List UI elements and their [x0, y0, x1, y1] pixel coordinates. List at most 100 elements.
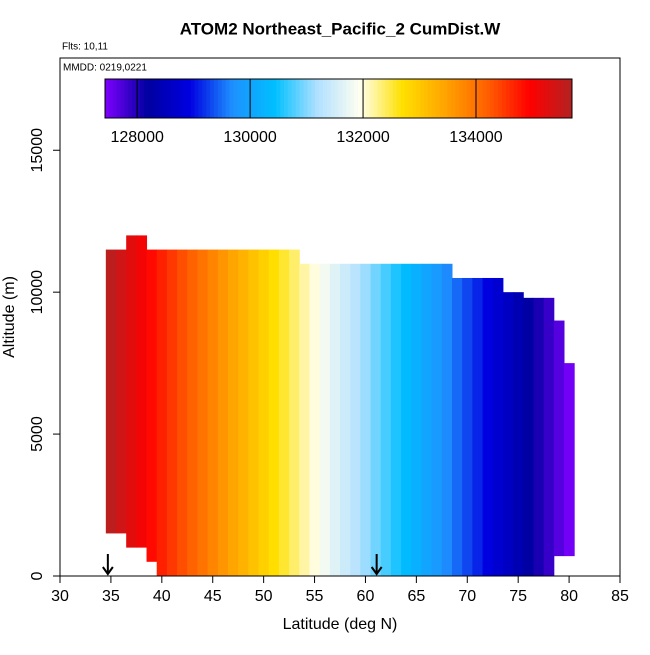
x-tick-label: 45	[204, 588, 222, 605]
heat-cell	[228, 249, 239, 576]
heat-cell	[217, 249, 229, 576]
y-tick-label: 10000	[29, 270, 46, 315]
annotation: MMDD: 0219,0221	[63, 63, 147, 74]
heat-cell	[197, 249, 209, 576]
x-tick-label: 35	[102, 588, 120, 605]
colorbar-swatch	[424, 79, 429, 118]
colorbar-swatch	[540, 79, 546, 118]
colorbar-swatch	[365, 79, 371, 118]
colorbar-swatch	[128, 79, 133, 118]
heat-cell	[289, 249, 300, 576]
colorbar-swatch	[237, 79, 242, 118]
colorbar-swatch	[412, 79, 417, 118]
heat-cell	[166, 249, 178, 576]
heat-cell	[543, 297, 555, 576]
heat-cell	[340, 263, 351, 576]
colorbar-swatch	[272, 79, 277, 118]
heat-cell	[502, 292, 514, 576]
heat-cell	[177, 249, 188, 576]
plot-frame	[59, 57, 621, 577]
colorbar-swatch	[213, 79, 219, 118]
colorbar-swatch	[315, 79, 320, 118]
colorbar-swatch	[509, 79, 515, 118]
x-tick-label: 40	[153, 588, 171, 605]
annotation: Flts: 10,11	[62, 42, 108, 53]
colorbar-swatch	[482, 79, 487, 118]
heat-cell	[278, 249, 290, 576]
colorbar-swatch	[295, 79, 301, 118]
heat-cell	[309, 263, 321, 576]
colorbar-swatch	[396, 79, 402, 118]
colorbar-swatch	[478, 79, 483, 118]
colorbar-swatch	[556, 79, 561, 118]
heat-cell	[207, 249, 219, 576]
heat-cell	[329, 263, 341, 576]
colorbar-swatch	[369, 79, 375, 118]
colorbar-swatch	[124, 79, 129, 118]
colorbar-swatch	[178, 79, 184, 118]
colorbar-swatch	[459, 79, 464, 118]
y-axis-label: Altitude (m)	[1, 276, 18, 358]
heat-cell	[482, 277, 494, 576]
colorbar-swatch	[416, 79, 421, 118]
colorbar-swatch	[256, 79, 262, 118]
colorbar-swatch	[498, 79, 503, 118]
heat-cell	[187, 249, 198, 576]
colorbar-swatch	[319, 79, 324, 118]
colorbar-swatch	[260, 79, 266, 118]
heat-cell	[126, 235, 137, 548]
colorbar-swatch	[385, 79, 390, 118]
colorbar-swatch	[342, 79, 347, 118]
colorbar-swatch	[194, 79, 199, 118]
colorbar-swatch	[544, 79, 550, 118]
colorbar-swatch	[108, 79, 114, 118]
colorbar-swatch	[346, 79, 351, 118]
colorbar-swatch	[311, 79, 316, 118]
heat-cell	[136, 235, 148, 548]
colorbar-swatch	[182, 79, 188, 118]
heat-cell	[238, 249, 249, 576]
x-tick-label: 55	[306, 588, 324, 605]
colorbar-swatch	[136, 79, 141, 118]
heat-cell	[553, 320, 565, 557]
heat-cell	[105, 249, 117, 534]
marker-arrow-head	[102, 566, 114, 576]
colorbar-swatch	[517, 79, 522, 118]
colorbar-swatch	[307, 79, 312, 118]
colorbar-swatch	[431, 79, 437, 118]
heat-cell	[513, 292, 524, 576]
colorbar-swatch	[400, 79, 406, 118]
x-tick-label: 50	[255, 588, 273, 605]
colorbar-swatch	[186, 79, 192, 118]
colorbar-swatch	[252, 79, 258, 118]
colorbar-swatch	[264, 79, 269, 118]
colorbar-swatch	[198, 79, 203, 118]
colorbar-swatch	[443, 79, 448, 118]
colorbar-frame	[104, 78, 573, 119]
colorbar-swatch	[568, 79, 573, 118]
colorbar-swatch	[217, 79, 223, 118]
colorbar-swatch	[533, 79, 538, 118]
colorbar-swatch	[159, 79, 164, 118]
heat-cell	[156, 249, 168, 576]
colorbar-tick-label: 128000	[110, 129, 163, 146]
colorbar-swatch	[334, 79, 339, 118]
colorbar-swatch	[381, 79, 386, 118]
y-tick-label: 0	[29, 571, 46, 580]
colorbar-swatch	[490, 79, 495, 118]
heat-cell	[146, 249, 158, 562]
colorbar-swatch	[494, 79, 499, 118]
heat-cell	[268, 249, 280, 576]
colorbar-swatch	[105, 79, 110, 118]
colorbar-swatch	[354, 79, 359, 118]
colorbar-swatch	[284, 79, 289, 118]
x-tick-label: 75	[509, 588, 527, 605]
colorbar-swatch	[276, 79, 281, 118]
heat-cell	[492, 277, 504, 576]
colorbar-tick-label: 134000	[449, 129, 502, 146]
colorbar-swatch	[373, 79, 378, 118]
heat-cell	[380, 263, 392, 576]
colorbar-swatch	[447, 79, 452, 118]
